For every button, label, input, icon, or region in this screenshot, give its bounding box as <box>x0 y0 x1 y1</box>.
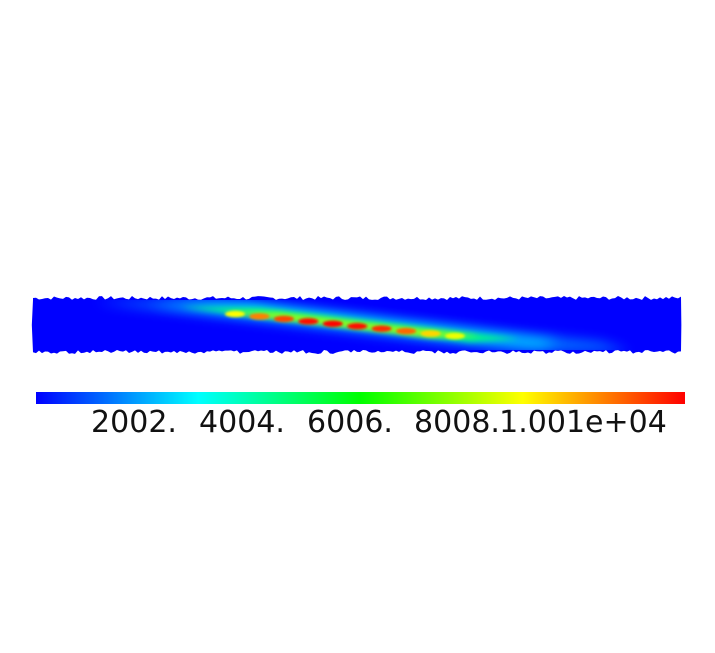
peak-spot <box>249 313 270 320</box>
colorbar-tick-label: 2002. <box>91 405 177 440</box>
peak-spot <box>371 325 392 332</box>
peak-spot <box>396 327 417 335</box>
peak-spot <box>445 332 465 340</box>
peak-spot <box>347 323 368 330</box>
colorbar-tick-label: 8008. <box>414 405 500 440</box>
peak-spot <box>298 318 319 325</box>
peak-spot <box>273 315 294 323</box>
colorbar-tick-label: 1.001e+04 <box>499 405 667 440</box>
peak-spot <box>225 310 245 318</box>
colorbar <box>36 392 685 404</box>
colorbar-tick-label: 6006. <box>307 405 393 440</box>
peak-spot <box>420 330 441 337</box>
peak-spot <box>322 320 343 327</box>
peak-spots <box>225 310 465 340</box>
colorbar-tick-label: 4004. <box>199 405 285 440</box>
